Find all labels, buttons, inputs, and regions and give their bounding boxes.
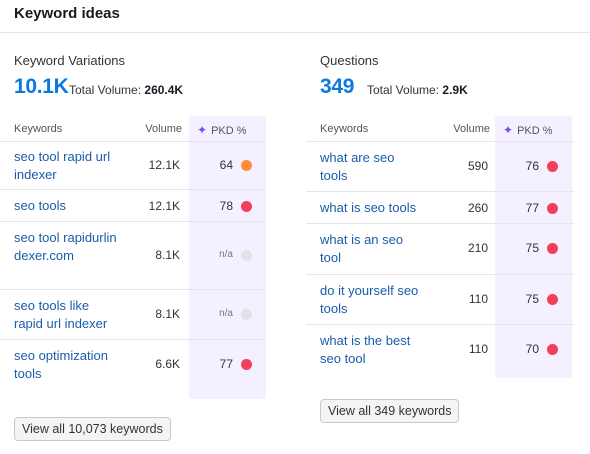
- pkd-value: n/a: [219, 249, 233, 260]
- pkd-dot-icon: [547, 203, 558, 214]
- keyword-link[interactable]: what is an seo tool: [320, 232, 404, 265]
- pkd-column-highlight: [495, 116, 572, 378]
- table-row: do it yourself seo tools 110 75: [306, 275, 574, 325]
- pkd-dot-icon: [241, 250, 252, 261]
- pkd-dot-icon: [547, 243, 558, 254]
- keyword-volume: 8.1K: [155, 307, 180, 321]
- total-volume: Total Volume: 2.9K: [367, 83, 468, 97]
- column-header-volume[interactable]: Volume: [145, 123, 182, 135]
- pkd-dot-icon: [241, 309, 252, 320]
- pkd-value: 78: [219, 199, 233, 213]
- table-row: what is seo tools 260 77: [306, 192, 574, 224]
- column-header-keywords: Keywords: [14, 123, 63, 135]
- pkd-dot-icon: [547, 161, 558, 172]
- total-volume: Total Volume: 260.4K: [69, 83, 183, 97]
- sparkle-icon: ✦: [197, 123, 208, 137]
- pkd-dot-icon: [241, 359, 252, 370]
- table-row: seo tools like rapid url indexer 8.1K n/…: [0, 290, 266, 340]
- table-header: Keywords Volume ✦ PKD %: [306, 116, 574, 142]
- keyword-link[interactable]: seo tool rapidurlindexer.com: [14, 230, 117, 263]
- keyword-volume: 12.1K: [148, 199, 180, 213]
- table-row: seo optimization tools 6.6K 77: [0, 340, 266, 390]
- questions-panel: Questions 349 Total Volume: 2.9K Keyword…: [306, 33, 574, 454]
- question-table: what are seo tools 590 76 what is seo to…: [306, 142, 574, 375]
- keyword-volume: 6.6K: [155, 357, 180, 371]
- keyword-volume: 12.1K: [148, 158, 180, 172]
- keyword-table: seo tool rapid url indexer 12.1K 64 seo …: [0, 142, 266, 390]
- table-row: seo tool rapidurlindexer.com 8.1K n/a: [0, 222, 266, 290]
- table-row: what is an seo tool 210 75: [306, 224, 574, 275]
- keyword-volume: 590: [467, 159, 488, 173]
- question-count[interactable]: 349: [320, 75, 355, 98]
- pkd-value: 77: [219, 357, 233, 371]
- keyword-link[interactable]: do it yourself seo tools: [320, 283, 419, 316]
- pkd-value: n/a: [219, 308, 233, 319]
- keyword-link[interactable]: what is seo tools: [320, 200, 417, 215]
- panel-title: Keyword Variations: [14, 53, 126, 68]
- column-header-keywords: Keywords: [320, 123, 369, 135]
- table-row: seo tools 12.1K 78: [0, 190, 266, 222]
- view-all-keywords-button[interactable]: View all 10,073 keywords: [14, 417, 171, 441]
- keyword-link[interactable]: what are seo tools: [320, 150, 395, 183]
- keyword-link[interactable]: seo tool rapid url indexer: [14, 149, 111, 182]
- keyword-count[interactable]: 10.1K: [14, 75, 69, 98]
- pkd-value: 64: [219, 158, 233, 172]
- keyword-volume: 8.1K: [155, 248, 180, 262]
- keyword-variations-panel: Keyword Variations 10.1K Total Volume: 2…: [0, 33, 266, 454]
- pkd-dot-icon: [241, 160, 252, 171]
- pkd-value: 70: [525, 342, 539, 356]
- pkd-value: 77: [525, 201, 539, 215]
- total-volume-label: Total Volume:: [69, 83, 142, 97]
- page-title: Keyword ideas: [14, 5, 120, 22]
- keyword-volume: 110: [468, 342, 488, 356]
- keyword-link[interactable]: what is the best seo tool: [320, 333, 411, 366]
- sparkle-icon: ✦: [503, 123, 514, 137]
- pkd-value: 75: [525, 241, 539, 255]
- table-row: seo tool rapid url indexer 12.1K 64: [0, 142, 266, 190]
- view-all-questions-button[interactable]: View all 349 keywords: [320, 399, 460, 423]
- keyword-link[interactable]: seo tools like rapid url indexer: [14, 298, 108, 331]
- keyword-link[interactable]: seo tools: [14, 198, 67, 213]
- total-volume-value: 2.9K: [442, 83, 468, 97]
- keyword-volume: 210: [467, 241, 488, 255]
- total-volume-label: Total Volume:: [367, 83, 440, 97]
- table-header: Keywords Volume ✦ PKD %: [0, 116, 266, 142]
- keyword-volume: 110: [468, 292, 488, 306]
- keyword-volume: 260: [467, 201, 488, 215]
- pkd-dot-icon: [547, 294, 558, 305]
- panel-title: Questions: [320, 53, 379, 68]
- column-header-pkd[interactable]: ✦ PKD %: [197, 123, 247, 137]
- pkd-value: 76: [525, 159, 539, 173]
- keyword-link[interactable]: seo optimization tools: [14, 348, 108, 381]
- column-header-pkd[interactable]: ✦ PKD %: [503, 123, 553, 137]
- column-header-volume[interactable]: Volume: [453, 123, 490, 135]
- table-row: what are seo tools 590 76: [306, 142, 574, 192]
- keyword-ideas-header: Keyword ideas: [0, 0, 590, 33]
- pkd-dot-icon: [241, 201, 252, 212]
- pkd-dot-icon: [547, 344, 558, 355]
- table-row: what is the best seo tool 110 70: [306, 325, 574, 375]
- total-volume-value: 260.4K: [144, 83, 184, 97]
- pkd-column-highlight: [189, 116, 266, 399]
- pkd-value: 75: [525, 292, 539, 306]
